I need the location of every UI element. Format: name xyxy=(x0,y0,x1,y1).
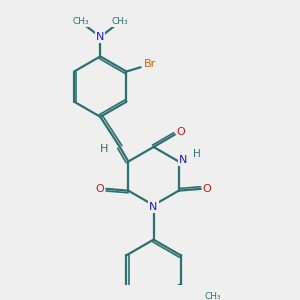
Text: O: O xyxy=(177,127,186,137)
Text: N: N xyxy=(96,32,104,42)
Text: O: O xyxy=(96,184,104,194)
Text: O: O xyxy=(203,184,212,194)
Text: N: N xyxy=(149,202,158,212)
Text: H: H xyxy=(100,144,108,154)
Text: CH₃: CH₃ xyxy=(204,292,221,300)
Text: CH₃: CH₃ xyxy=(72,17,89,26)
Text: H: H xyxy=(194,149,201,159)
Text: CH₃: CH₃ xyxy=(112,17,128,26)
Text: Br: Br xyxy=(143,59,156,69)
Text: N: N xyxy=(179,155,187,165)
